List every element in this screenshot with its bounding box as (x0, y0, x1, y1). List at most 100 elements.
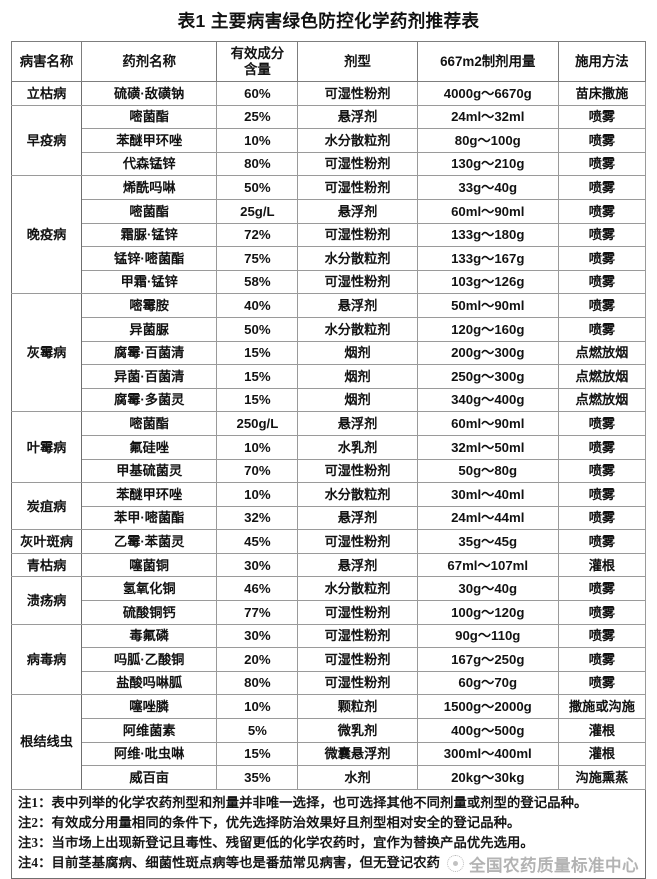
cell-dose: 133g～180g (416, 222, 559, 248)
cell-formulation: 颗粒剂 (297, 694, 418, 720)
table-row: 硫酸铜钙 77% 可湿性粉剂 100g～120g 喷雾 (12, 600, 647, 625)
cell-formulation: 水乳剂 (297, 434, 418, 460)
cell-agent: 氟硅唑 (81, 434, 218, 460)
cell-formulation: 水分散粒剂 (297, 246, 418, 271)
cell-method: 喷雾 (557, 647, 647, 672)
cell-method: 喷雾 (557, 600, 647, 625)
cell-agent: 盐酸吗啉胍 (81, 670, 218, 696)
cell-formulation: 水剂 (297, 765, 418, 790)
cell-content: 58% (216, 269, 299, 295)
cell-method: 喷雾 (557, 529, 647, 554)
cell-formulation: 烟剂 (297, 387, 418, 413)
cell-dose: 340g～400g (416, 387, 559, 413)
cell-agent: 苯甲·嘧菌酯 (81, 505, 218, 531)
cell-method: 点燃放烟 (557, 364, 647, 389)
cell-dose: 24ml～44ml (416, 505, 559, 531)
cell-dose: 24ml～32ml (416, 104, 559, 130)
cell-disease: 晚疫病 (10, 175, 83, 295)
column-header-method: 施用方法 (557, 41, 647, 82)
cell-dose: 100g～120g (416, 600, 559, 625)
cell-method: 喷雾 (557, 246, 647, 271)
table-row: 立枯病 硫磺·敌磺钠 60% 可湿性粉剂 4000g～6670g 苗床撒施 (10, 81, 647, 106)
cell-agent: 阿维菌素 (81, 718, 218, 743)
table-row: 锰锌·嘧菌酯 75% 水分散粒剂 133g～167g 喷雾 (12, 246, 647, 271)
cell-content: 40% (216, 293, 299, 318)
cell-agent: 代森锰锌 (81, 151, 218, 177)
cell-method: 喷雾 (557, 222, 647, 248)
table-container: 病害名称 药剂名称 有效成分 含量 剂型 667m2制剂用量 施用方法 立枯病硫… (0, 41, 657, 790)
cell-method: 喷雾 (557, 175, 647, 200)
cell-formulation: 可湿性粉剂 (297, 647, 418, 672)
cell-method: 喷雾 (557, 623, 647, 649)
cell-agent: 霜脲·锰锌 (81, 222, 218, 248)
cell-agent: 乙霉·苯菌灵 (81, 529, 218, 554)
cell-dose: 120g～160g (416, 316, 559, 342)
cell-content: 80% (216, 151, 299, 177)
cell-content: 10% (216, 128, 299, 153)
cell-agent: 腐霉·百菌清 (81, 340, 218, 366)
cell-dose: 60ml～90ml (416, 198, 559, 224)
cell-method: 撒施或沟施 (557, 694, 647, 720)
pesticide-recommendation-table: 病害名称 药剂名称 有效成分 含量 剂型 667m2制剂用量 施用方法 立枯病硫… (10, 41, 647, 790)
cell-method: 喷雾 (557, 151, 647, 177)
cell-dose: 50g～80g (416, 458, 559, 484)
cell-content: 60% (216, 81, 299, 106)
table-row: 阿维菌素 5% 微乳剂 400g～500g 灌根 (12, 718, 647, 743)
cell-method: 喷雾 (557, 434, 647, 460)
cell-formulation: 可湿性粉剂 (297, 175, 418, 200)
cell-content: 15% (216, 741, 299, 767)
column-header-content-line1: 有效成分 (230, 45, 285, 61)
cell-formulation: 悬浮剂 (297, 104, 418, 130)
table-row: 吗胍·乙酸铜 20% 可湿性粉剂 167g～250g 喷雾 (12, 647, 647, 672)
cell-dose: 60ml～90ml (416, 411, 559, 436)
cell-content: 46% (216, 576, 299, 602)
cell-agent: 苯醚甲环唑 (81, 128, 218, 153)
cell-agent: 嘧霉胺 (81, 293, 218, 318)
cell-method: 喷雾 (557, 104, 647, 130)
table-row: 异菌脲 50% 水分散粒剂 120g～160g 喷雾 (12, 316, 647, 342)
cell-formulation: 可湿性粉剂 (297, 81, 418, 106)
cell-dose: 60g～70g (416, 670, 559, 696)
cell-agent: 腐霉·多菌灵 (81, 387, 218, 413)
table-row: 叶霉病 嘧菌酯 250g/L 悬浮剂 60ml～90ml 喷雾 (10, 411, 647, 484)
table-row: 早疫病 嘧菌酯 25% 悬浮剂 24ml～32ml 喷雾 (10, 104, 647, 177)
table-row: 阿维·吡虫啉 15% 微囊悬浮剂 300ml～400ml 灌根 (12, 741, 647, 767)
cell-disease: 病毒病 (10, 623, 83, 696)
cell-content: 35% (216, 765, 299, 790)
cell-agent: 硫酸铜钙 (81, 600, 218, 625)
cell-content: 15% (216, 340, 299, 366)
cell-content: 72% (216, 222, 299, 248)
cell-method: 喷雾 (557, 505, 647, 531)
cell-content: 25g/L (216, 198, 299, 224)
cell-agent: 毒氟磷 (81, 623, 218, 649)
cell-dose: 30ml～40ml (416, 482, 559, 507)
column-header-formulation: 剂型 (297, 41, 418, 82)
cell-method: 灌根 (557, 741, 647, 767)
cell-method: 喷雾 (557, 293, 647, 318)
cell-dose: 400g～500g (416, 718, 559, 743)
cell-agent: 嘧菌酯 (81, 104, 218, 130)
cell-formulation: 烟剂 (297, 364, 418, 389)
table-header-row: 病害名称 药剂名称 有效成分 含量 剂型 667m2制剂用量 施用方法 (10, 41, 647, 82)
cell-formulation: 水分散粒剂 (297, 482, 418, 507)
cell-content: 10% (216, 434, 299, 460)
cell-dose: 133g～167g (416, 246, 559, 271)
cell-formulation: 可湿性粉剂 (297, 670, 418, 696)
table-row: 根结线虫 噻唑膦 10% 颗粒剂 1500g～2000g 撒施或沟施 (10, 694, 647, 790)
footnote-3: 注3：当市场上出现新登记且毒性、残留更低的化学农药时，宜作为替换产品优先选用。 (18, 835, 534, 851)
cell-content: 32% (216, 505, 299, 531)
column-header-dose: 667m2制剂用量 (416, 41, 559, 82)
table-row: 苯醚甲环唑 10% 水分散粒剂 80g～100g 喷雾 (12, 128, 647, 153)
cell-formulation: 悬浮剂 (297, 505, 418, 531)
table-row: 灰叶斑病 乙霉·苯菌灵 45% 可湿性粉剂 35g～45g 喷雾 (10, 529, 647, 554)
table-row: 腐霉·百菌清 15% 烟剂 200g～300g 点燃放烟 (12, 340, 647, 366)
table-row: 晚疫病 烯酰吗啉 50% 可湿性粉剂 33g～40g 喷雾 (10, 175, 647, 295)
cell-method: 苗床撒施 (557, 81, 647, 106)
cell-formulation: 可湿性粉剂 (297, 151, 418, 177)
cell-agent: 甲基硫菌灵 (81, 458, 218, 484)
cell-disease: 炭疽病 (10, 482, 83, 531)
cell-dose: 167g～250g (416, 647, 559, 672)
cell-disease: 青枯病 (10, 552, 83, 578)
table-row: 威百亩 35% 水剂 20kg～30kg 沟施熏蒸 (12, 765, 647, 790)
table-row: 病毒病 毒氟磷 30% 可湿性粉剂 90g～110g 喷雾 (10, 623, 647, 696)
